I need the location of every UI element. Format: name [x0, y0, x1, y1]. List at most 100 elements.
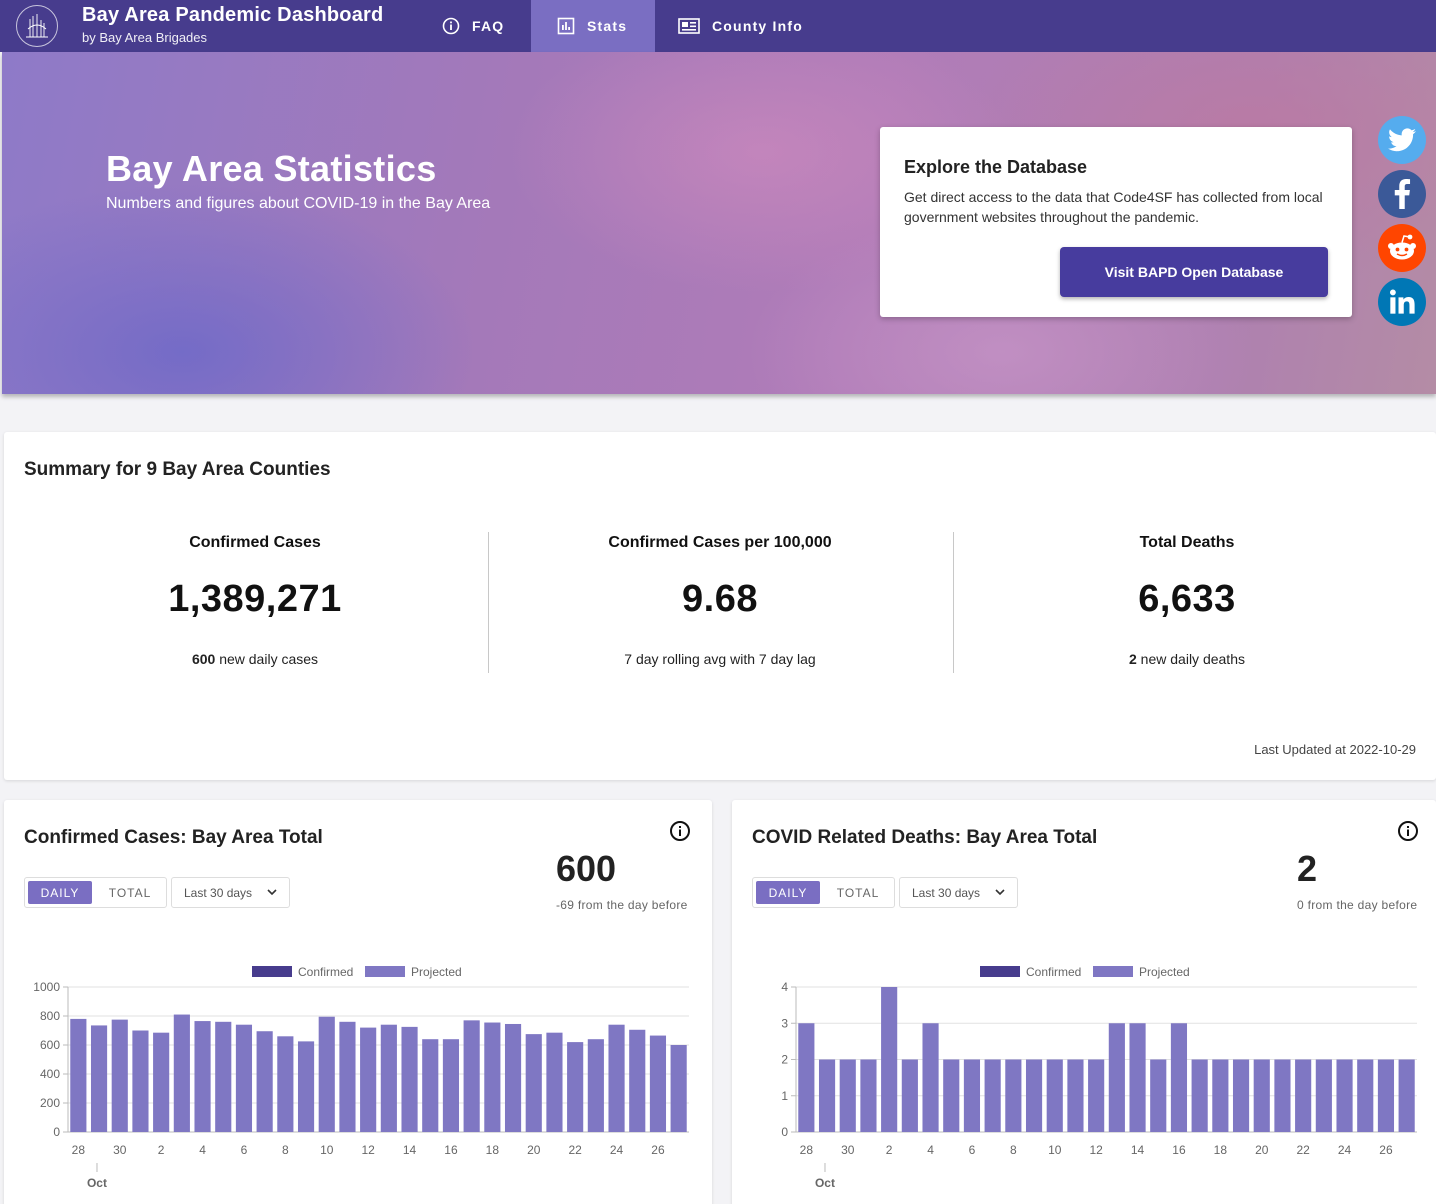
bar — [608, 1024, 625, 1132]
y-tick-label: 600 — [40, 1038, 60, 1052]
cases-chart-title: Confirmed Cases: Bay Area Total — [24, 827, 323, 848]
bar — [1295, 1059, 1312, 1132]
brand-subtitle: by Bay Area Brigades — [82, 30, 208, 45]
bar — [484, 1022, 501, 1132]
chevron-down-icon — [995, 889, 1005, 896]
bar — [153, 1032, 170, 1132]
y-tick-label: 1000 — [33, 980, 60, 994]
x-tick-label: 28 — [800, 1143, 814, 1157]
brand[interactable]: Bay Area Pandemic Dashboard by Bay Area … — [82, 4, 383, 45]
tab-faq[interactable]: FAQ — [416, 0, 530, 52]
bar — [1232, 1059, 1250, 1132]
legend-label-projected: Projected — [411, 965, 462, 979]
x-tick-label: 10 — [320, 1143, 334, 1157]
info-icon[interactable] — [669, 820, 691, 842]
y-tick-label: 800 — [40, 1009, 60, 1023]
y-tick-label: 4 — [781, 980, 788, 994]
range-select[interactable]: Last 30 days — [171, 877, 290, 908]
stat-note-text: new daily deaths — [1136, 651, 1245, 667]
bar — [546, 1032, 563, 1132]
hero-title: Bay Area Statistics — [106, 148, 437, 189]
divider — [953, 532, 954, 673]
x-tick-label: 20 — [1255, 1143, 1269, 1157]
daily-total-toggle: DAILY TOTAL — [752, 877, 895, 908]
legend-swatch-projected — [1093, 966, 1133, 977]
bar — [1398, 1059, 1415, 1132]
tab-county-info[interactable]: County Info — [652, 0, 829, 52]
bar — [235, 1024, 253, 1132]
bar — [1025, 1059, 1043, 1132]
stat-note-number: 600 — [191, 651, 216, 667]
info-icon[interactable] — [1397, 820, 1419, 842]
database-card-title: Explore the Database — [904, 157, 1088, 177]
legend-swatch-confirmed — [252, 966, 292, 977]
y-tick-label: 3 — [781, 1016, 788, 1030]
logo-icon[interactable] — [16, 5, 58, 47]
bar — [1253, 1059, 1270, 1132]
bar — [525, 1034, 542, 1132]
reddit-icon[interactable] — [1378, 224, 1426, 272]
bar — [1129, 1023, 1146, 1132]
visit-database-button[interactable]: Visit BAPD Open Database — [1060, 247, 1328, 297]
stat-note: 2 new daily deaths — [954, 651, 1420, 667]
stat-note-text: new daily cases — [215, 651, 319, 667]
y-tick-label: 0 — [53, 1125, 60, 1139]
bar — [922, 1023, 939, 1132]
facebook-icon[interactable] — [1378, 170, 1426, 218]
range-select-value: Last 30 days — [184, 885, 253, 900]
x-tick-label: 22 — [1296, 1143, 1310, 1157]
divider — [488, 532, 489, 673]
bar — [360, 1027, 377, 1132]
total-button[interactable]: TOTAL — [836, 885, 880, 900]
bar — [860, 1059, 877, 1132]
bar — [649, 1035, 667, 1132]
linkedin-icon[interactable] — [1378, 278, 1426, 326]
stat-label: Confirmed Cases — [189, 534, 321, 551]
x-tick-label: 26 — [651, 1143, 665, 1157]
bar — [111, 1019, 128, 1132]
bar — [215, 1021, 232, 1132]
x-tick-label: 2 — [886, 1143, 893, 1157]
bar — [901, 1059, 918, 1132]
database-card-text: Get direct access to the data that Code4… — [904, 189, 1323, 225]
bar — [1005, 1059, 1022, 1132]
bar — [818, 1059, 836, 1132]
bar — [1150, 1059, 1167, 1132]
cases-diff: -69 from the day before — [556, 898, 688, 912]
bar — [70, 1018, 87, 1132]
daily-button[interactable]: DAILY — [28, 881, 92, 904]
tab-stats[interactable]: Stats — [531, 0, 655, 52]
x-tick-label: 12 — [361, 1143, 375, 1157]
x-tick-label: 28 — [72, 1143, 86, 1157]
x-tick-label: 4 — [199, 1143, 206, 1157]
range-select[interactable]: Last 30 days — [899, 877, 1018, 908]
brand-title: Bay Area Pandemic Dashboard — [82, 4, 384, 26]
total-button[interactable]: TOTAL — [108, 885, 152, 900]
bar — [1067, 1059, 1084, 1132]
bar — [463, 1020, 480, 1132]
deaths-diff: 0 from the day before — [1297, 898, 1418, 912]
x-tick-label: 30 — [113, 1143, 127, 1157]
bar — [194, 1021, 211, 1132]
tab-faq-label: FAQ — [472, 18, 505, 34]
stat-total-deaths: Total Deaths 6,633 2 new daily deaths — [954, 534, 1420, 667]
bar — [90, 1025, 108, 1132]
bar — [1377, 1059, 1395, 1132]
bar — [504, 1023, 522, 1132]
legend-label-projected: Projected — [1139, 965, 1190, 979]
bar — [1315, 1059, 1332, 1132]
x-tick-label: 16 — [444, 1143, 458, 1157]
bar — [567, 1042, 584, 1132]
bar — [173, 1014, 190, 1132]
cases-daily-value: 600 — [556, 848, 617, 889]
twitter-icon[interactable] — [1378, 116, 1426, 164]
x-tick-label: 16 — [1172, 1143, 1186, 1157]
last-updated: Last Updated at 2022-10-29 — [1254, 742, 1416, 757]
stat-value: 6,633 — [1138, 578, 1236, 620]
range-select-value: Last 30 days — [912, 885, 981, 900]
month-label: Oct — [815, 1176, 835, 1190]
stat-confirmed-cases: Confirmed Cases 1,389,271 600 new daily … — [22, 534, 488, 667]
x-tick-label: 24 — [610, 1143, 624, 1157]
daily-button[interactable]: DAILY — [756, 881, 820, 904]
